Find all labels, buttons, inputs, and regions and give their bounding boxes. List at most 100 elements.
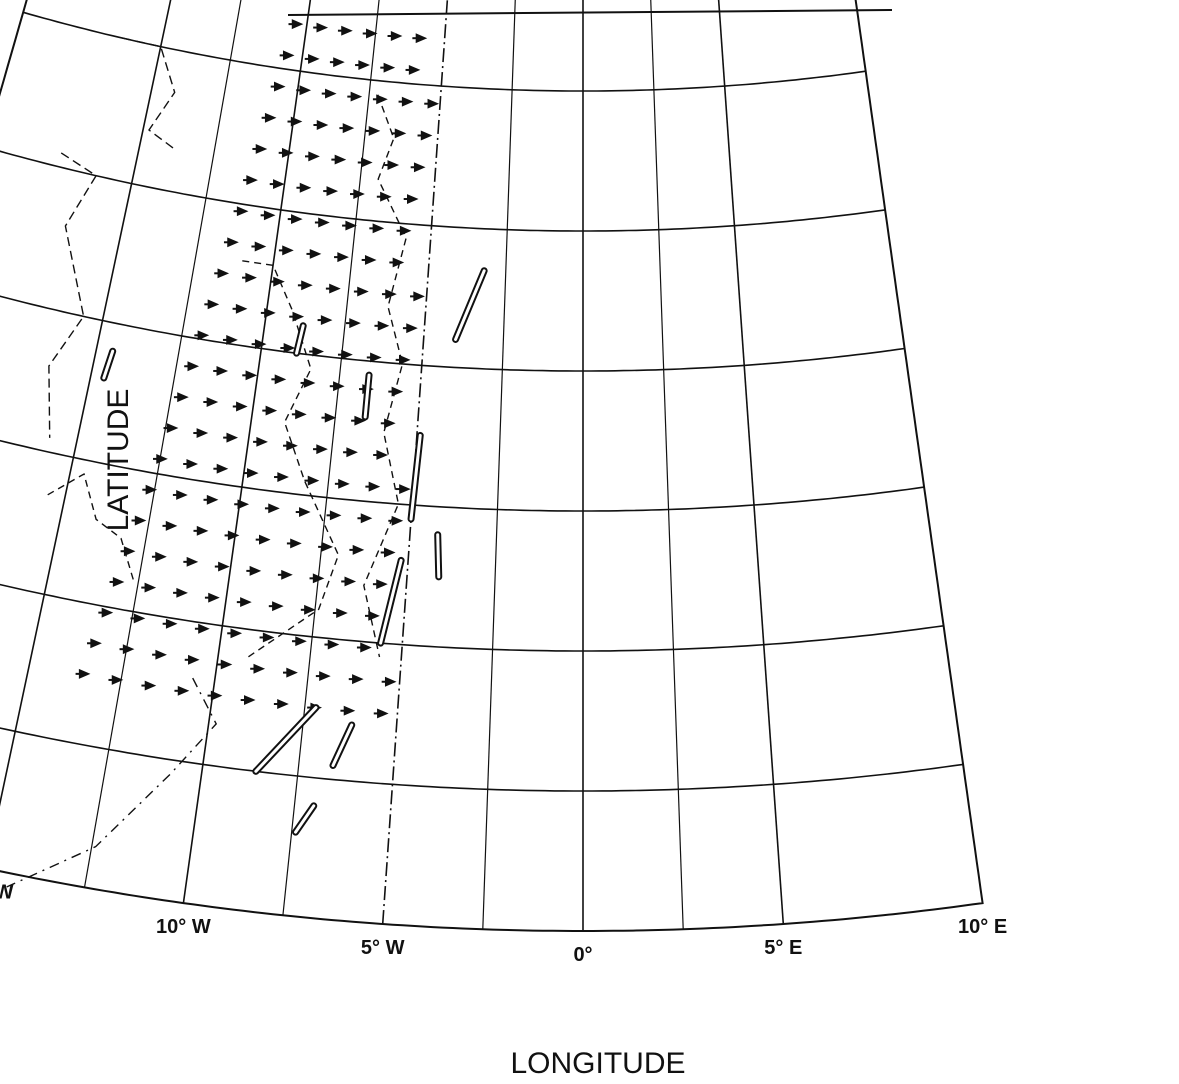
trajectory-arrow-fill [295, 324, 305, 355]
vector-arrow [326, 186, 339, 197]
vector-arrow [273, 276, 285, 287]
vector-arrow [334, 154, 347, 165]
vector-arrow [264, 307, 276, 318]
vector-arrow [320, 315, 333, 326]
coast-dashed-north [121, 37, 176, 151]
vector-arrow [176, 587, 188, 598]
vector-arrow [122, 644, 135, 655]
vector-arrow [263, 210, 276, 221]
vector-arrow [134, 515, 147, 526]
vector-arrow [196, 428, 209, 438]
vector-arrow [111, 674, 124, 685]
vector-arrow [399, 484, 411, 495]
vector-arrow [274, 374, 287, 385]
vector-arrow [262, 632, 275, 643]
vector-arrow [78, 668, 91, 679]
vector-arrow [372, 223, 385, 234]
vector-arrow [327, 639, 340, 650]
vector-arrow [316, 22, 329, 33]
vector-arrow [307, 475, 320, 486]
vector-arrow [406, 194, 419, 204]
vector-arrow [368, 610, 380, 621]
meridian-15w [0, 0, 172, 807]
vector-arrow [123, 546, 136, 557]
longitude-label: 5° E [764, 937, 802, 959]
vector-arrow [236, 401, 248, 412]
vector-arrow [316, 444, 328, 455]
vector-arrow [256, 436, 268, 447]
vector-arrow [254, 241, 267, 252]
vector-arrow [230, 628, 243, 639]
vector-arrow [361, 157, 373, 168]
vector-arrow [90, 638, 102, 649]
vector-arrow [399, 225, 412, 236]
vector-arrow [346, 447, 358, 458]
vector-arrow [243, 695, 256, 705]
vector-arrow [325, 88, 337, 99]
vector-arrow [237, 499, 250, 510]
vector-arrow [358, 60, 370, 71]
vector-arrow [387, 160, 400, 170]
vector-field [75, 19, 488, 836]
vector-arrow [398, 354, 411, 365]
vector-arrow [336, 608, 348, 618]
meridian-12.5w [83, 0, 242, 888]
vector-arrow [245, 370, 258, 381]
vector-arrow [112, 577, 125, 587]
vector-arrow [198, 623, 210, 634]
vector-arrow [350, 91, 363, 102]
vector-arrow [286, 667, 298, 678]
vector-arrow [155, 551, 167, 562]
vector-arrow [376, 450, 388, 460]
meridian-7.5w [282, 0, 380, 916]
vector-arrow [133, 613, 146, 624]
vector-arrow [210, 690, 223, 701]
vector-arrow [227, 237, 239, 248]
vector-arrow [249, 565, 262, 576]
vector-arrow [264, 112, 277, 123]
vector-arrow [282, 50, 295, 61]
vector-arrow [144, 582, 157, 593]
vector-arrow [265, 405, 278, 416]
shelf-contour [6, 677, 218, 888]
vector-arrow [308, 151, 320, 162]
graticule [0, 0, 964, 931]
trajectory-arrow-fill [294, 804, 316, 834]
vector-arrow [309, 248, 322, 259]
vector-arrow [408, 64, 421, 75]
vector-arrow [254, 339, 267, 350]
vector-arrow [216, 366, 229, 376]
vector-arrow [413, 162, 426, 173]
meridian-2.5w [482, 0, 516, 930]
vector-arrow [282, 245, 294, 256]
vector-arrow [281, 569, 293, 580]
meridian-2.5e [650, 0, 684, 930]
vector-arrow [343, 705, 356, 716]
vector-arrow [333, 381, 345, 392]
vector-arrow [188, 654, 200, 665]
vector-arrow [377, 708, 389, 719]
vector-arrow [316, 120, 329, 130]
vector-arrow [216, 463, 229, 474]
vector-arrow [281, 147, 294, 158]
vector-arrow [246, 468, 259, 479]
vector-arrow [177, 685, 190, 696]
trajectory-arrow-fill [409, 433, 422, 521]
vector-arrow [206, 494, 219, 505]
vector-arrow [277, 699, 289, 709]
vector-arrow [370, 352, 382, 363]
y-axis-title: LATITUDE [102, 389, 135, 532]
vector-arrow [383, 547, 396, 558]
vector-arrow [312, 573, 325, 584]
vector-arrow [420, 130, 433, 141]
vector-arrow [246, 175, 258, 186]
vector-arrow [235, 303, 248, 314]
vector-arrow [376, 579, 388, 590]
vector-arrow [333, 57, 345, 68]
vector-arrow [268, 503, 280, 514]
vector-arrow [391, 386, 404, 397]
vector-arrow [274, 81, 286, 92]
vector-arrow [352, 674, 364, 685]
vector-arrow [299, 85, 312, 96]
